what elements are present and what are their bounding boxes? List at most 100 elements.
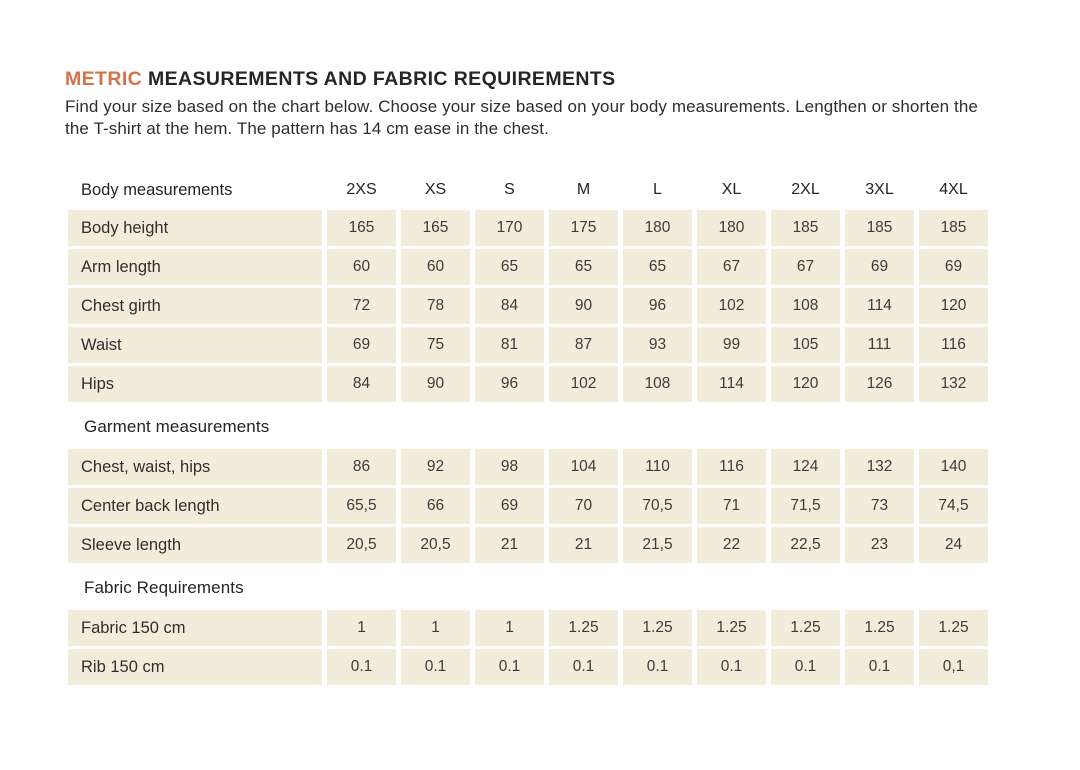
column-header-size-2xl: 2XL — [791, 181, 820, 199]
intro-line-1: Find your size based on the chart below.… — [65, 97, 978, 117]
table-cell: 67 — [771, 249, 840, 286]
table-cell: 1.25 — [771, 610, 840, 647]
row-label: Fabric 150 cm — [68, 610, 322, 647]
table-row: Fabric 150 cm 1 1 1 1.25 1.25 1.25 1.25 1.25 1.25 — [68, 610, 988, 647]
table-cell: 65 — [475, 249, 544, 286]
table-cell: 170 — [475, 210, 544, 247]
table-cell: 20,5 — [401, 527, 470, 564]
column-header-size-2xs: 2XS — [346, 181, 377, 199]
table-cell: 1 — [327, 610, 396, 647]
table-cell: 92 — [401, 449, 470, 486]
table-cell: 69 — [475, 488, 544, 525]
page-title-rest: MEASUREMENTS AND FABRIC REQUIREMENTS — [142, 68, 616, 90]
table-cell: 22,5 — [771, 527, 840, 564]
table-cell: 65 — [623, 249, 692, 286]
table-cell: 185 — [919, 210, 988, 247]
table-cell: 108 — [623, 366, 692, 403]
table-row: Rib 150 cm 0.1 0.1 0.1 0.1 0.1 0.1 0.1 0.1 0,1 — [68, 649, 988, 686]
table-cell: 0.1 — [475, 649, 544, 686]
table-cell: 69 — [919, 249, 988, 286]
table-cell: 0,1 — [919, 649, 988, 686]
table-cell: 0.1 — [623, 649, 692, 686]
table-cell: 0.1 — [549, 649, 618, 686]
table-row: Arm length 60 60 65 65 65 67 67 69 69 — [68, 249, 988, 286]
table-cell: 104 — [549, 449, 618, 486]
table-row: Hips 84 90 96 102 108 114 120 126 132 — [68, 366, 988, 403]
table-cell: 1.25 — [697, 610, 766, 647]
table-cell: 20,5 — [327, 527, 396, 564]
table-cell: 71,5 — [771, 488, 840, 525]
table-cell: 1.25 — [549, 610, 618, 647]
column-header-size-l: L — [653, 181, 662, 199]
row-label: Center back length — [68, 488, 322, 525]
table-cell: 1 — [475, 610, 544, 647]
table-cell: 60 — [401, 249, 470, 286]
column-header-size-xs: XS — [424, 181, 447, 199]
table-cell: 78 — [401, 288, 470, 325]
column-header-size-xl: XL — [721, 181, 742, 199]
table-cell: 21,5 — [623, 527, 692, 564]
table-cell: 126 — [845, 366, 914, 403]
column-header-size-4xl: 4XL — [939, 181, 968, 199]
table-cell: 21 — [475, 527, 544, 564]
table-cell: 180 — [623, 210, 692, 247]
table-cell: 132 — [845, 449, 914, 486]
table-cell: 65 — [549, 249, 618, 286]
row-label: Body height — [68, 210, 322, 247]
table-cell: 110 — [623, 449, 692, 486]
intro-text: Find your size based on the chart below.… — [65, 96, 1015, 139]
row-label: Sleeve length — [68, 527, 322, 564]
table-row: Waist 69 75 81 87 93 99 105 111 116 — [68, 327, 988, 364]
row-label: Arm length — [68, 249, 322, 286]
row-label: Chest girth — [68, 288, 322, 325]
column-header-size-3xl: 3XL — [865, 181, 894, 199]
table-cell: 81 — [475, 327, 544, 364]
table-cell: 175 — [549, 210, 618, 247]
table-cell: 116 — [697, 449, 766, 486]
table-cell: 120 — [771, 366, 840, 403]
table-cell: 102 — [549, 366, 618, 403]
table-cell: 185 — [771, 210, 840, 247]
row-label: Waist — [68, 327, 322, 364]
table-cell: 84 — [327, 366, 396, 403]
table-cell: 74,5 — [919, 488, 988, 525]
table-cell: 165 — [401, 210, 470, 247]
table-cell: 114 — [845, 288, 914, 325]
table-row: Body height 165 165 170 175 180 180 185 185 185 — [68, 210, 988, 247]
table-cell: 108 — [771, 288, 840, 325]
column-header-body-measurements: Body measurements — [81, 180, 233, 199]
table-cell: 72 — [327, 288, 396, 325]
table-cell: 140 — [919, 449, 988, 486]
row-label: Rib 150 cm — [68, 649, 322, 686]
table-cell: 96 — [623, 288, 692, 325]
table-cell: 0.1 — [401, 649, 470, 686]
table-cell: 0.1 — [845, 649, 914, 686]
intro-line-2: the T-shirt at the hem. The pattern has … — [65, 118, 549, 138]
table-cell: 1.25 — [623, 610, 692, 647]
table-cell: 84 — [475, 288, 544, 325]
table-cell: 99 — [697, 327, 766, 364]
table-cell: 105 — [771, 327, 840, 364]
row-label: Hips — [68, 366, 322, 403]
table-cell: 66 — [401, 488, 470, 525]
table-row: Chest girth 72 78 84 90 96 102 108 114 120 — [68, 288, 988, 325]
table-cell: 120 — [919, 288, 988, 325]
table-cell: 21 — [549, 527, 618, 564]
table-cell: 70 — [549, 488, 618, 525]
table-cell: 87 — [549, 327, 618, 364]
column-header-size-m: M — [576, 181, 591, 199]
table-cell: 1 — [401, 610, 470, 647]
section-title-garment-measurements: Garment measurements — [84, 417, 270, 437]
page-title: METRIC MEASUREMENTS AND FABRIC REQUIREME… — [65, 68, 1020, 91]
table-cell: 116 — [919, 327, 988, 364]
table-cell: 90 — [549, 288, 618, 325]
table-cell: 60 — [327, 249, 396, 286]
table-header-row: Body measurements 2XS XS S M L XL 2XL 3XL 4XL — [68, 174, 988, 206]
table-cell: 86 — [327, 449, 396, 486]
table-cell: 69 — [845, 249, 914, 286]
section-title-fabric-requirements: Fabric Requirements — [84, 578, 244, 598]
table-cell: 102 — [697, 288, 766, 325]
table-cell: 73 — [845, 488, 914, 525]
table-cell: 67 — [697, 249, 766, 286]
table-cell: 98 — [475, 449, 544, 486]
